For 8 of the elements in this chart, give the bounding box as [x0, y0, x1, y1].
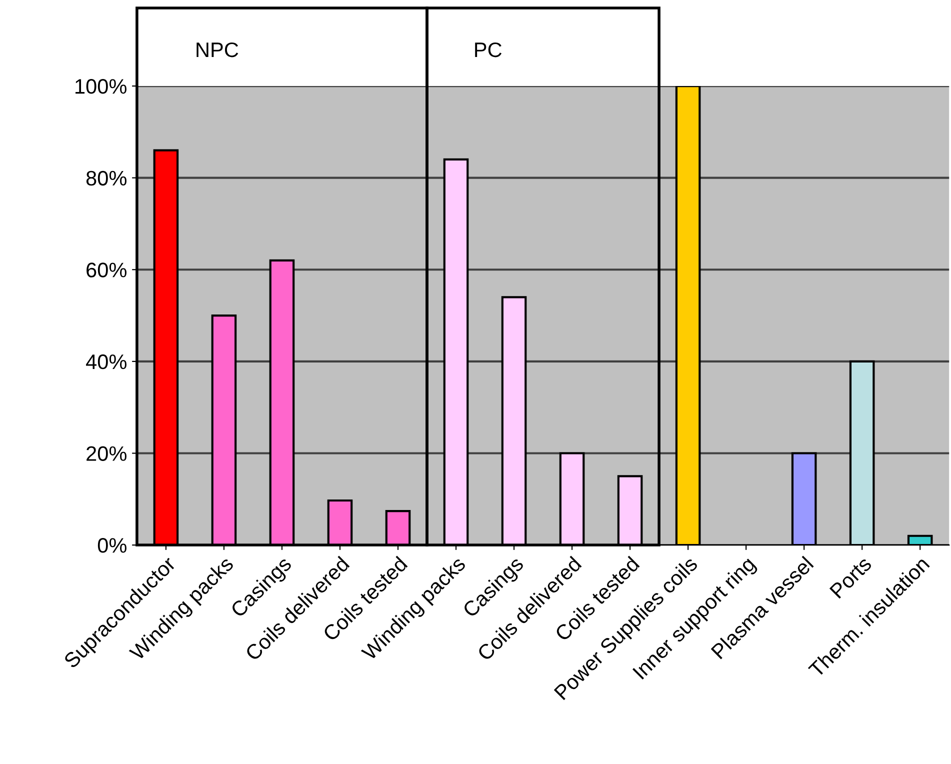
y-tick-label: 80% [86, 170, 126, 186]
y-tick-label: 60% [86, 262, 126, 278]
y-tick-label: 0% [98, 538, 126, 553]
y-tick-label: 100% [76, 79, 126, 94]
text: NPC [196, 42, 238, 58]
y-tick-label: 40% [86, 354, 126, 370]
y-tick-label: 20% [86, 446, 126, 461]
text: PC [475, 42, 502, 58]
